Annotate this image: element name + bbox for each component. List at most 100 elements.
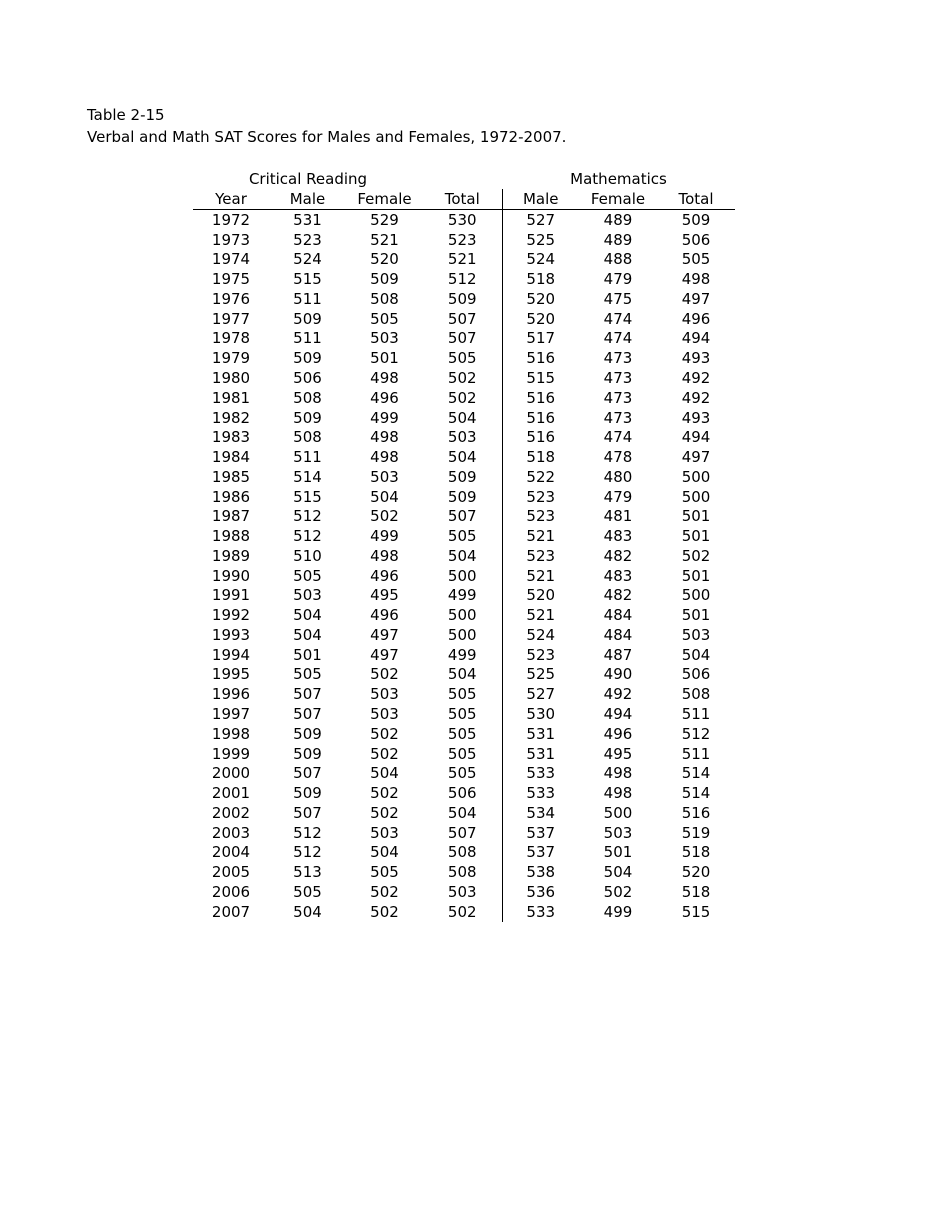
score-cell: 511 xyxy=(293,289,322,308)
score-cell: 492 xyxy=(681,388,711,407)
score-cell: 501 xyxy=(681,507,711,526)
sat-scores-table: Critical Reading Mathematics Year Male F… xyxy=(193,168,736,922)
table-row: 1978 511 503 507 517 474 494 xyxy=(193,328,735,349)
score-cell: 509 xyxy=(447,289,477,308)
score-cell: 509 xyxy=(681,210,711,229)
score-cell: 479 xyxy=(603,270,633,289)
year-cell: 1975 xyxy=(211,270,251,289)
score-cell: 515 xyxy=(293,270,322,289)
score-cell: 503 xyxy=(603,823,633,842)
score-cell: 518 xyxy=(501,447,579,467)
score-cell: 505 xyxy=(447,527,477,546)
year-cell: 2003 xyxy=(211,823,251,842)
score-cell: 521 xyxy=(447,250,477,269)
score-cell: 523 xyxy=(501,486,579,507)
score-cell: 536 xyxy=(501,882,579,902)
score-cell: 474 xyxy=(603,329,633,348)
table-subtitle: Verbal and Math SAT Scores for Males and… xyxy=(87,128,567,146)
score-cell: 504 xyxy=(293,625,322,644)
group-header-row: Critical Reading Mathematics xyxy=(193,168,735,189)
year-cell: 1976 xyxy=(211,289,251,308)
table-row: 1999 509 502 505 531 495 511 xyxy=(193,743,735,764)
year-cell: 1974 xyxy=(211,250,251,269)
score-cell: 498 xyxy=(370,448,399,467)
score-cell: 521 xyxy=(501,605,579,626)
score-cell: 512 xyxy=(293,843,322,862)
score-cell: 505 xyxy=(447,685,477,704)
table-row: 1972 531 529 530 527 489 509 xyxy=(193,209,735,230)
table-body: 1972 531 529 530 527 489 509 1973 523 521 523 525 48… xyxy=(193,209,735,922)
score-cell: 502 xyxy=(603,882,633,901)
score-cell: 507 xyxy=(293,764,322,783)
score-cell: 502 xyxy=(370,744,399,763)
table-row: 1981 508 496 502 516 473 492 xyxy=(193,387,735,408)
score-cell: 510 xyxy=(293,546,322,565)
score-cell: 504 xyxy=(370,487,399,506)
score-cell: 508 xyxy=(681,685,711,704)
table-row: 1990 505 496 500 521 483 501 xyxy=(193,565,735,586)
score-cell: 502 xyxy=(370,507,399,526)
score-cell: 514 xyxy=(681,764,711,783)
score-cell: 497 xyxy=(370,645,399,664)
score-cell: 504 xyxy=(681,645,711,664)
score-cell: 504 xyxy=(370,843,399,862)
score-cell: 502 xyxy=(370,882,399,901)
year-cell: 1993 xyxy=(211,625,251,644)
score-cell: 516 xyxy=(501,427,579,448)
year-cell: 2000 xyxy=(211,764,251,783)
score-cell: 507 xyxy=(293,803,322,822)
score-cell: 511 xyxy=(293,329,322,348)
score-cell: 523 xyxy=(293,230,322,249)
table-row: 2003 512 503 507 537 503 519 xyxy=(193,822,735,843)
score-cell: 511 xyxy=(293,448,322,467)
year-cell: 1998 xyxy=(211,724,251,743)
score-cell: 505 xyxy=(293,882,322,901)
score-cell: 504 xyxy=(447,665,477,684)
score-cell: 533 xyxy=(501,783,579,803)
score-cell: 484 xyxy=(603,606,633,625)
score-cell: 506 xyxy=(681,230,711,249)
score-cell: 503 xyxy=(447,882,477,901)
score-cell: 507 xyxy=(293,705,322,724)
table-row: 1973 523 521 523 525 489 506 xyxy=(193,229,735,250)
score-cell: 509 xyxy=(293,744,322,763)
score-cell: 504 xyxy=(447,448,477,467)
score-cell: 507 xyxy=(293,685,322,704)
table-row: 2005 513 505 508 538 504 520 xyxy=(193,862,735,883)
score-cell: 483 xyxy=(603,527,633,546)
score-cell: 509 xyxy=(293,784,322,803)
year-cell: 2002 xyxy=(211,803,251,822)
score-cell: 504 xyxy=(603,863,633,882)
score-cell: 514 xyxy=(293,467,322,486)
score-cell: 511 xyxy=(681,705,711,724)
score-cell: 506 xyxy=(293,369,322,387)
score-cell: 505 xyxy=(293,665,322,684)
score-cell: 502 xyxy=(370,665,399,684)
table-row: 1991 503 495 499 520 482 500 xyxy=(193,585,735,606)
score-cell: 493 xyxy=(681,349,711,368)
year-cell: 1990 xyxy=(211,566,251,585)
score-cell: 512 xyxy=(293,527,322,546)
score-cell: 512 xyxy=(293,507,322,526)
score-cell: 497 xyxy=(681,289,711,308)
score-cell: 517 xyxy=(501,328,579,349)
table-row: 1998 509 502 505 531 496 512 xyxy=(193,723,735,744)
score-cell: 508 xyxy=(447,863,477,882)
year-cell: 2005 xyxy=(211,863,251,882)
score-cell: 482 xyxy=(603,546,633,565)
year-cell: 2001 xyxy=(211,784,251,803)
score-cell: 508 xyxy=(447,843,477,862)
score-cell: 520 xyxy=(501,585,579,606)
score-cell: 481 xyxy=(603,507,633,526)
table-row: 1974 524 520 521 524 488 505 xyxy=(193,249,735,270)
score-cell: 505 xyxy=(447,724,477,743)
score-cell: 525 xyxy=(501,664,579,685)
score-cell: 534 xyxy=(501,802,579,823)
score-cell: 501 xyxy=(370,349,399,368)
table-row: 1997 507 503 505 530 494 511 xyxy=(193,704,735,724)
year-cell: 1977 xyxy=(211,309,251,328)
year-cell: 1979 xyxy=(211,349,251,368)
score-cell: 502 xyxy=(681,546,711,565)
score-cell: 521 xyxy=(501,565,579,586)
score-cell: 515 xyxy=(293,487,322,506)
